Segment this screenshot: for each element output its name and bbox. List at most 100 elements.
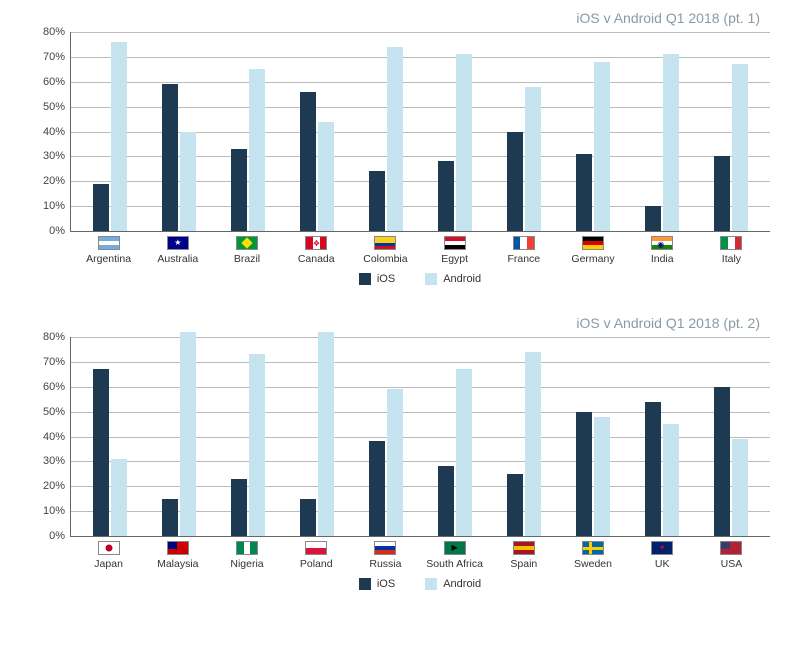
y-tick-label: 0%	[31, 530, 65, 542]
x-tick-label: Egypt	[441, 253, 468, 265]
bars-container	[71, 32, 770, 231]
y-tick-label: 30%	[31, 150, 65, 162]
bar-android	[249, 354, 265, 536]
bar-group	[490, 337, 559, 536]
flag-russia-icon	[374, 541, 396, 555]
x-tick-label: Japan	[94, 558, 123, 570]
x-tick-label: Sweden	[574, 558, 612, 570]
x-tick: Italy	[697, 236, 766, 265]
bar-android	[387, 47, 403, 231]
flag-poland-icon	[305, 541, 327, 555]
x-tick: ✶UK	[628, 541, 697, 570]
bar-android	[456, 369, 472, 536]
bar-group	[628, 337, 697, 536]
x-tick: Egypt	[420, 236, 489, 265]
y-tick-label: 10%	[31, 505, 65, 517]
chart-panel-1: iOS v Android Q1 2018 (pt. 1) 0%10%20%30%…	[30, 10, 770, 285]
bar-android	[456, 54, 472, 231]
bar-ios	[576, 412, 592, 536]
y-tick-label: 60%	[31, 76, 65, 88]
x-tick: USA	[697, 541, 766, 570]
bar-ios	[507, 474, 523, 536]
chart-title: iOS v Android Q1 2018 (pt. 2)	[30, 315, 770, 331]
bar-android	[180, 132, 196, 232]
x-axis-labels: Argentina★Australia Brazil ❖CanadaColombia…	[70, 236, 770, 265]
y-tick-label: 10%	[31, 200, 65, 212]
x-tick: Colombia	[351, 236, 420, 265]
bar-ios	[645, 402, 661, 536]
x-tick: Brazil	[212, 236, 281, 265]
bar-android	[387, 389, 403, 536]
bar-group	[351, 337, 420, 536]
bar-ios	[300, 92, 316, 231]
bar-group	[144, 337, 213, 536]
bars-container	[71, 337, 770, 536]
chart-title: iOS v Android Q1 2018 (pt. 1)	[30, 10, 770, 26]
y-tick-label: 40%	[31, 431, 65, 443]
bar-ios	[93, 369, 109, 536]
flag-colombia-icon	[374, 236, 396, 250]
bar-android	[249, 69, 265, 231]
flag-japan-icon	[98, 541, 120, 555]
x-tick-label: India	[651, 253, 674, 265]
x-tick: Germany	[558, 236, 627, 265]
x-tick-label: Spain	[510, 558, 537, 570]
legend-swatch-icon	[359, 578, 371, 590]
legend-item-ios: iOS	[359, 578, 395, 590]
bar-android	[594, 62, 610, 231]
y-tick-label: 30%	[31, 455, 65, 467]
x-tick-label: USA	[721, 558, 743, 570]
bar-ios	[369, 441, 385, 536]
y-tick-label: 50%	[31, 101, 65, 113]
y-tick-label: 50%	[31, 406, 65, 418]
y-tick-label: 40%	[31, 126, 65, 138]
flag-south_africa-icon: ▶	[444, 541, 466, 555]
legend-item-ios: iOS	[359, 273, 395, 285]
bar-group	[420, 337, 489, 536]
bar-group	[420, 32, 489, 231]
flag-usa-icon	[720, 541, 742, 555]
x-tick-label: Nigeria	[230, 558, 263, 570]
bar-android	[732, 64, 748, 231]
bar-ios	[162, 499, 178, 536]
bar-group	[697, 337, 766, 536]
bar-ios	[645, 206, 661, 231]
x-tick-label: Australia	[157, 253, 198, 265]
bar-android	[663, 54, 679, 231]
x-tick: ❖Canada	[282, 236, 351, 265]
x-tick-label: Brazil	[234, 253, 260, 265]
flag-argentina-icon	[98, 236, 120, 250]
flag-sweden-icon	[582, 541, 604, 555]
plot-area: 0%10%20%30%40%50%60%70%80%	[70, 337, 770, 537]
flag-germany-icon	[582, 236, 604, 250]
y-tick-label: 60%	[31, 381, 65, 393]
bar-group	[559, 337, 628, 536]
x-tick-label: South Africa	[426, 558, 483, 570]
x-tick-label: Poland	[300, 558, 333, 570]
bar-group	[213, 337, 282, 536]
bar-ios	[93, 184, 109, 231]
x-tick: Poland	[282, 541, 351, 570]
bar-android	[732, 439, 748, 536]
bar-group	[75, 337, 144, 536]
bar-ios	[576, 154, 592, 231]
x-tick-label: Canada	[298, 253, 335, 265]
y-tick-label: 70%	[31, 356, 65, 368]
x-tick: Argentina	[74, 236, 143, 265]
plot-area: 0%10%20%30%40%50%60%70%80%	[70, 32, 770, 232]
y-tick-label: 80%	[31, 26, 65, 38]
bar-ios	[369, 171, 385, 231]
bar-android	[318, 122, 334, 231]
x-tick-label: Malaysia	[157, 558, 198, 570]
y-tick-label: 20%	[31, 480, 65, 492]
legend: iOS Android	[70, 273, 770, 285]
bar-group	[628, 32, 697, 231]
bar-ios	[231, 149, 247, 231]
legend-item-android: Android	[425, 273, 481, 285]
legend: iOSAndroid	[70, 578, 770, 590]
x-tick: ▶ South Africa	[420, 541, 489, 570]
flag-spain-icon	[513, 541, 535, 555]
x-tick: ★Australia	[143, 236, 212, 265]
x-tick: France	[489, 236, 558, 265]
chart-panel-2: iOS v Android Q1 2018 (pt. 2)0%10%20%30%…	[30, 315, 770, 590]
